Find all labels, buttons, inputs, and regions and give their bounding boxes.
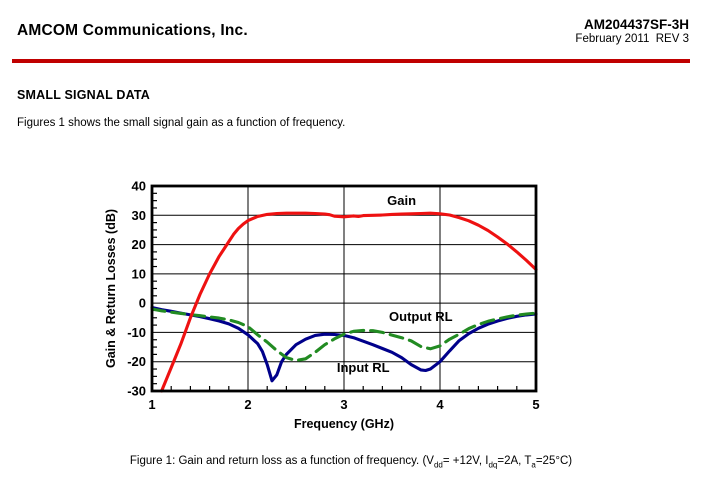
curve-output-rl xyxy=(150,307,538,363)
svg-text:5: 5 xyxy=(532,397,539,412)
header-rule xyxy=(12,59,690,63)
tick-labels: 1 2 3 4 5 40 30 20 10 0 -10 -20 -30 xyxy=(127,179,539,413)
figure1-chart: 1 2 3 4 5 40 30 20 10 0 -10 -20 -30 Frequency (GHz) Ga… xyxy=(103,177,550,432)
y-axis-title: Gain & Return Losses (dB) xyxy=(104,209,118,368)
svg-text:-10: -10 xyxy=(127,325,146,340)
curve-label-gain: Gain xyxy=(387,193,416,208)
svg-text:30: 30 xyxy=(132,208,146,223)
curve-label-input-rl: Input RL xyxy=(337,360,390,375)
svg-text:20: 20 xyxy=(132,237,146,252)
company-name: AMCOM Communications, Inc. xyxy=(17,22,248,39)
document-id-block: AM204437SF-3H February 2011 REV 3 xyxy=(575,17,689,47)
figure-caption: Figure 1: Gain and return loss as a func… xyxy=(0,455,702,470)
intro-text: Figures 1 shows the small signal gain as… xyxy=(17,117,346,129)
svg-text:40: 40 xyxy=(132,179,146,194)
part-number: AM204437SF-3H xyxy=(583,17,689,32)
svg-text:1: 1 xyxy=(148,397,155,412)
caption-subscript: dd xyxy=(433,460,443,470)
svg-text:0: 0 xyxy=(139,296,146,311)
svg-text:3: 3 xyxy=(340,397,347,412)
curve-input-rl xyxy=(150,305,538,383)
svg-text:4: 4 xyxy=(436,397,444,412)
svg-text:10: 10 xyxy=(132,266,146,281)
curve-gain xyxy=(160,211,538,393)
caption-text: =2A, T xyxy=(497,455,532,467)
svg-text:-30: -30 xyxy=(127,384,146,399)
section-title: SMALL SIGNAL DATA xyxy=(17,88,151,102)
gain-return-loss-chart: 1 2 3 4 5 40 30 20 10 0 -10 -20 -30 Frequency (GHz) Ga… xyxy=(104,179,540,432)
caption-text: Figure 1: Gain and return loss as a func… xyxy=(129,455,434,467)
date-revision: February 2011 REV 3 xyxy=(575,33,689,45)
plot-frame xyxy=(150,184,538,393)
x-axis-title: Frequency (GHz) xyxy=(294,417,394,431)
svg-text:2: 2 xyxy=(244,397,251,412)
caption-text: =25°C) xyxy=(535,455,573,467)
caption-text: = +12V, I xyxy=(442,455,489,467)
curve-label-output-rl: Output RL xyxy=(389,309,453,324)
svg-text:-20: -20 xyxy=(127,354,146,369)
caption-subscript: a xyxy=(531,460,536,470)
caption-subscript: dq xyxy=(488,460,498,470)
